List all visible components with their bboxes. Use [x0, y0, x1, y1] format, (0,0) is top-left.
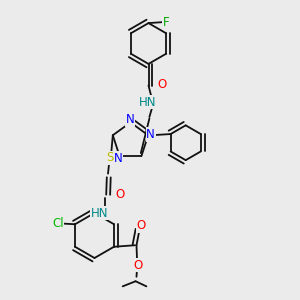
Text: S: S — [106, 151, 113, 164]
Text: N: N — [146, 128, 155, 141]
Text: O: O — [115, 188, 124, 201]
Text: HN: HN — [91, 207, 109, 220]
Text: O: O — [136, 219, 146, 232]
Text: F: F — [163, 16, 169, 29]
Text: Cl: Cl — [52, 217, 64, 230]
Text: O: O — [158, 77, 166, 91]
Text: HN: HN — [139, 95, 157, 109]
Text: O: O — [133, 259, 142, 272]
Text: N: N — [125, 113, 134, 127]
Text: N: N — [114, 152, 122, 165]
